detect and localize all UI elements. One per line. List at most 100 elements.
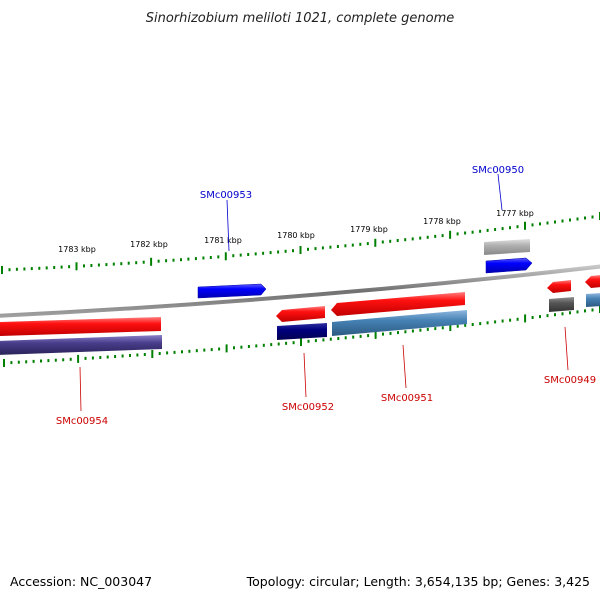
lower-scale-minor-tick	[114, 355, 117, 358]
lower-scale-minor-tick	[203, 348, 206, 352]
gene-label-smc00952[interactable]: SMc00952	[282, 402, 334, 413]
upper-scale-minor-tick	[135, 261, 138, 265]
upper-scale-minor-tick	[105, 263, 108, 267]
lower-scale-minor-tick	[32, 359, 35, 363]
lower-scale-minor-tick	[501, 319, 504, 323]
lower-scale-minor-tick	[233, 346, 235, 350]
gene-block-smc00951-cds[interactable]	[332, 310, 467, 336]
upper-scale-track	[1, 212, 600, 274]
gene-block-smc00952-gene[interactable]	[276, 306, 325, 322]
lower-scale-minor-tick	[531, 316, 534, 319]
lower-scale-minor-tick	[494, 320, 497, 324]
lower-scale-minor-tick	[143, 353, 146, 356]
lower-scale-track	[3, 305, 600, 367]
gene-label-smc00950[interactable]: SMc00950	[472, 165, 524, 176]
upper-scale-minor-tick	[127, 261, 130, 265]
lower-scale-minor-tick	[210, 348, 213, 352]
lower-scale-minor-tick	[426, 327, 429, 331]
forward-strand-features	[197, 239, 533, 299]
upper-scale-minor-tick	[501, 227, 504, 231]
gene-label-smc00953[interactable]: SMc00953	[200, 190, 252, 201]
lower-scale-minor-tick	[91, 356, 94, 360]
upper-scale-major-tick	[374, 238, 377, 247]
scale-label-1780: 1780 kbp	[277, 231, 315, 240]
lower-scale-major-tick	[374, 330, 377, 339]
gene-block-smc00954-cds[interactable]	[0, 335, 162, 355]
lower-scale-minor-tick	[69, 357, 72, 361]
genome-backbone	[0, 264, 600, 318]
lower-scale-minor-tick	[121, 354, 124, 358]
lower-scale-minor-tick	[471, 323, 474, 326]
lower-scale-minor-tick	[464, 323, 467, 327]
gene-block-smc00952-cds[interactable]	[277, 323, 327, 340]
lower-scale-minor-tick	[188, 349, 191, 353]
gene-block-smc00953[interactable]	[197, 283, 267, 299]
gene-block-smc00949-gene[interactable]	[547, 280, 571, 293]
upper-scale-minor-tick	[30, 267, 33, 271]
upper-scale-minor-tick	[336, 245, 339, 248]
lower-scale-minor-tick	[322, 338, 325, 342]
gene-label-smc00951[interactable]: SMc00951	[381, 393, 433, 404]
upper-scale-minor-tick	[351, 243, 354, 247]
upper-scale-minor-tick	[269, 251, 272, 255]
upper-scale-minor-tick	[90, 264, 93, 267]
lower-scale-major-tick	[3, 359, 5, 367]
upper-scale-minor-tick	[516, 225, 519, 229]
upper-scale-minor-tick	[38, 266, 41, 270]
lower-scale-major-tick	[449, 323, 452, 331]
upper-scale-minor-tick	[53, 266, 56, 269]
lower-scale-minor-tick	[569, 311, 571, 315]
lower-scale-minor-tick	[329, 337, 332, 341]
upper-scale-minor-tick	[68, 265, 71, 269]
leader-line-smc00954	[79, 366, 82, 412]
gene-block-edge-gene[interactable]	[585, 275, 600, 288]
gene-block-smc00950-pseudo[interactable]	[484, 239, 530, 255]
gene-block-smc00949-cds[interactable]	[549, 297, 574, 312]
upper-scale-minor-tick	[180, 258, 182, 262]
leader-line-smc00953	[226, 199, 230, 252]
lower-scale-minor-tick	[539, 315, 541, 319]
leader-line-smc00950	[497, 173, 503, 211]
gene-block-smc00951-gene[interactable]	[331, 292, 465, 316]
lower-scale-minor-tick	[382, 332, 384, 336]
gene-block-smc00950-cds[interactable]	[485, 257, 533, 274]
lower-scale-minor-tick	[441, 326, 444, 330]
lower-scale-minor-tick	[561, 312, 564, 316]
genome-summary-text: Topology: circular; Length: 3,654,135 bp…	[246, 574, 590, 589]
scale-label-1777: 1777 kbp	[496, 209, 534, 218]
upper-scale-minor-tick	[366, 242, 369, 246]
gene-block-edge-cds[interactable]	[586, 293, 600, 307]
upper-scale-minor-tick	[531, 223, 534, 227]
lower-scale-minor-tick	[509, 318, 512, 322]
upper-scale-minor-tick	[194, 257, 197, 261]
upper-scale-minor-tick	[45, 266, 48, 270]
gene-label-smc00949[interactable]: SMc00949	[544, 375, 596, 386]
lower-scale-minor-tick	[516, 317, 519, 321]
lower-scale-minor-tick	[47, 359, 50, 363]
lower-scale-minor-tick	[591, 308, 594, 312]
upper-scale-minor-tick	[441, 234, 444, 238]
upper-scale-minor-tick	[314, 247, 317, 251]
lower-scale-minor-tick	[352, 335, 355, 339]
upper-scale-minor-tick	[202, 256, 205, 260]
upper-scale-minor-tick	[247, 253, 250, 256]
upper-scale-minor-tick	[232, 254, 235, 258]
lower-scale-minor-tick	[84, 356, 87, 360]
upper-scale-minor-tick	[539, 222, 541, 226]
upper-scale-minor-tick	[254, 252, 257, 256]
scale-label-1783: 1783 kbp	[58, 245, 96, 254]
lower-scale-minor-tick	[262, 343, 265, 347]
upper-scale-minor-tick	[97, 263, 100, 267]
gene-block-smc00954-gene[interactable]	[0, 317, 161, 336]
lower-scale-minor-tick	[307, 339, 310, 343]
upper-scale-major-tick	[150, 257, 153, 266]
upper-scale-minor-tick	[23, 267, 26, 271]
lower-scale-minor-tick	[247, 345, 250, 348]
upper-scale-major-tick	[449, 230, 452, 239]
upper-scale-minor-tick	[83, 264, 85, 268]
upper-scale-major-tick	[524, 221, 526, 230]
accession-text: Accession: NC_003047	[10, 574, 152, 589]
gene-label-smc00954[interactable]: SMc00954	[56, 416, 108, 427]
lower-scale-minor-tick	[255, 344, 258, 348]
